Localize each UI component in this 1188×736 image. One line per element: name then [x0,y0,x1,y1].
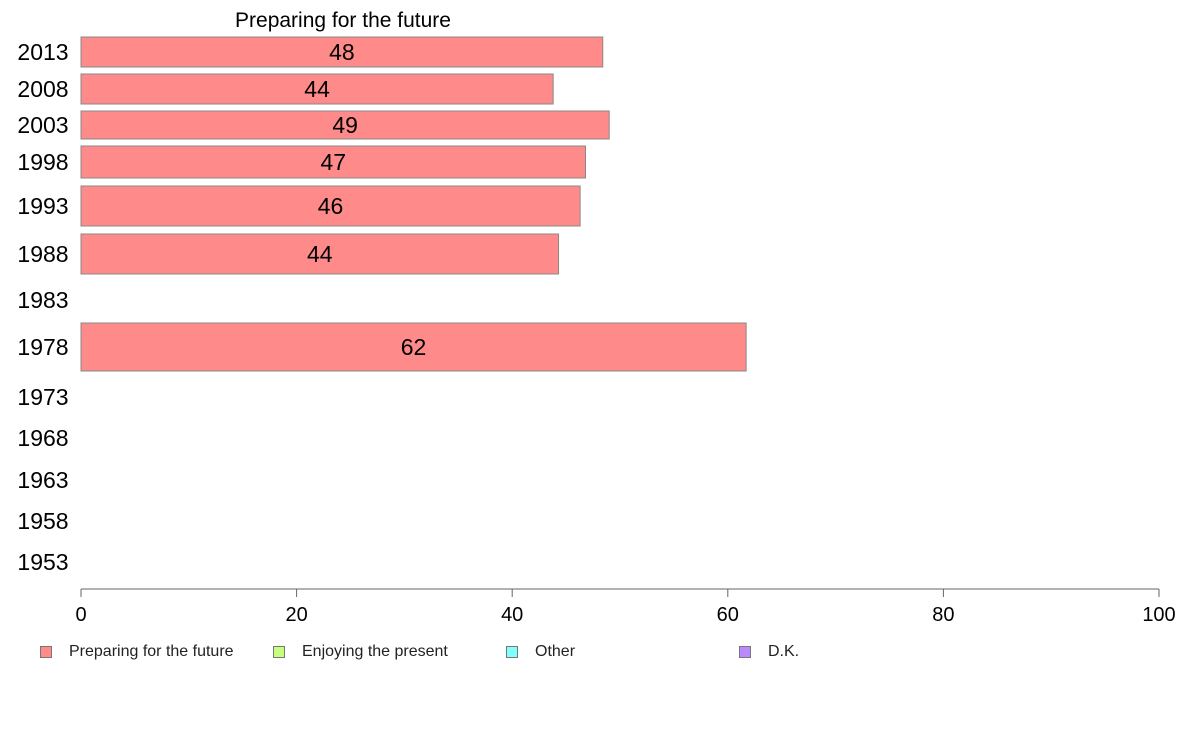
x-tick-label: 40 [501,604,523,626]
data-label-1993: 46 [318,193,344,219]
legend-item-dk: D.K. [739,643,799,661]
legend-swatch-enjoying [273,646,285,658]
legend-swatch-other [506,646,518,658]
bar-1998 [80,145,587,179]
data-label-1998: 47 [320,149,346,175]
bar-1988 [80,233,560,275]
legend-label-preparing: Preparing for the future [69,643,234,660]
legend-swatch-preparing [40,646,52,658]
y-tick-label: 2003 [17,112,68,138]
data-label-2003: 49 [332,112,358,138]
x-tick-label: 20 [285,604,307,626]
legend-item-preparing: Preparing for the future [40,643,234,661]
bar-2003 [80,110,610,140]
y-tick-label: 2013 [17,39,68,65]
y-tick-label: 1993 [17,193,68,219]
y-tick-label: 1958 [17,508,68,534]
data-label-1978: 62 [401,334,427,360]
x-tick-label: 80 [932,604,954,626]
y-tick-label: 1988 [17,241,68,267]
legend-swatch-dk [739,646,751,658]
bar-1978 [80,322,747,372]
y-tick-label: 1953 [17,549,68,575]
chart-title: Preparing for the future [235,9,451,32]
bar-2013 [80,36,604,68]
y-tick-label: 1978 [17,334,68,360]
data-label-2013: 48 [329,39,355,65]
legend-label-enjoying: Enjoying the present [302,643,448,660]
y-tick-label: 1983 [17,287,68,313]
x-tick-label: 60 [717,604,739,626]
x-tick-label: 0 [75,604,86,626]
legend-item-other: Other [506,643,575,661]
bar-1993 [80,185,581,227]
data-label-1988: 44 [307,241,333,267]
y-tick-label: 1973 [17,384,68,410]
bar-2008 [80,73,554,105]
data-label-2008: 44 [304,76,330,102]
legend: Preparing for the future Enjoying the pr… [40,643,1140,663]
y-tick-label: 1998 [17,149,68,175]
legend-item-enjoying: Enjoying the present [273,643,448,661]
y-tick-label: 1968 [17,425,68,451]
y-tick-label: 1963 [17,467,68,493]
legend-label-other: Other [535,643,576,660]
x-tick-label: 100 [1142,604,1175,626]
y-tick-label: 2008 [17,76,68,102]
legend-label-dk: D.K. [768,643,800,660]
